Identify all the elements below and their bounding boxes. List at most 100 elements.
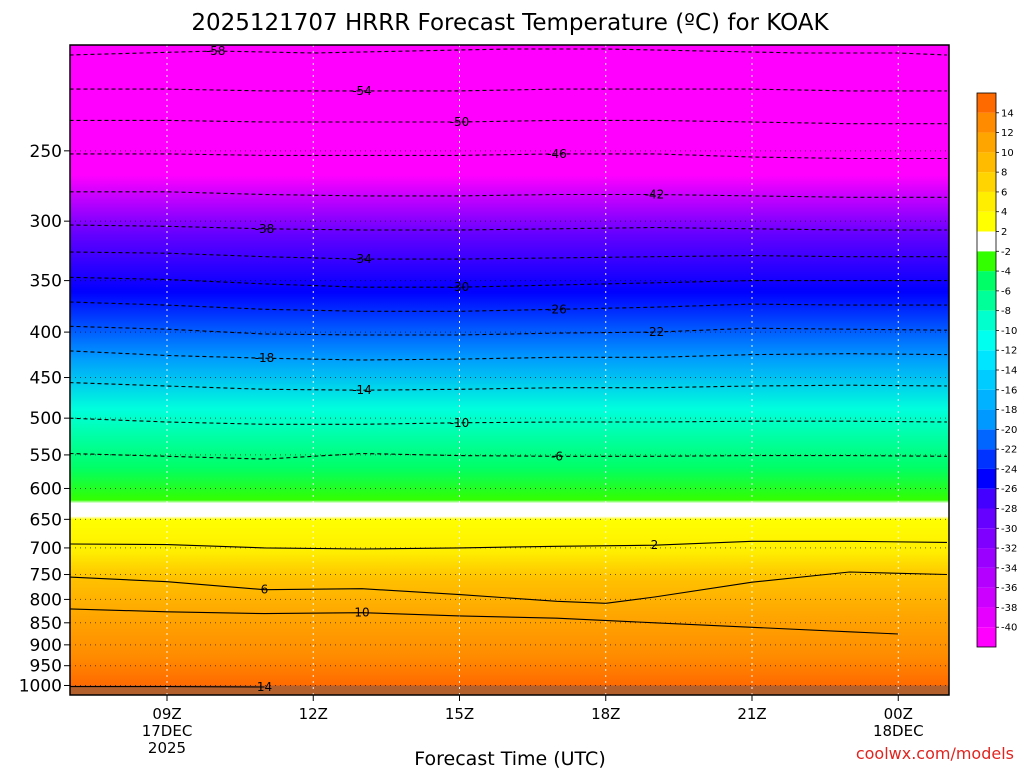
colorbar-swatch — [977, 350, 996, 370]
colorbar-swatch — [977, 370, 996, 390]
contour-label: 2 — [651, 538, 659, 552]
contour-label: -46 — [547, 147, 567, 161]
x-tick-label: 12Z — [299, 705, 328, 723]
y-tick-label: 500 — [30, 409, 62, 429]
colorbar-swatch — [977, 310, 996, 331]
contour-line — [69, 350, 948, 361]
temperature-field — [70, 45, 949, 695]
colorbar-label: -18 — [1001, 405, 1017, 416]
y-tick-label: 250 — [30, 142, 62, 162]
contour-line — [69, 251, 947, 260]
contour-lines: -58 -54 -50 -46 -42 -38 -34 -30 -26 -22 -18 -14 -10 -… — [69, 44, 948, 694]
colorbar-label: 8 — [1001, 168, 1007, 179]
colorbar-swatch — [977, 132, 996, 153]
colorbar-swatch — [977, 528, 996, 549]
contour-label: -30 — [450, 280, 470, 294]
contour-label: -22 — [645, 325, 665, 339]
y-tick-label: 800 — [30, 590, 62, 610]
colorbar-label: 6 — [1001, 187, 1007, 198]
y-tick-label: 350 — [30, 272, 62, 292]
colorbar-label: -40 — [1001, 623, 1017, 634]
colorbar-swatch — [977, 152, 996, 173]
y-tick-label: 550 — [30, 446, 62, 466]
colorbar-swatch — [977, 409, 996, 430]
y-tick-label: 600 — [30, 479, 62, 499]
y-axis-ticks: 2503003504004505005506006507007508008509… — [19, 142, 70, 696]
x-tick-label: 2025 — [148, 739, 186, 757]
colorbar-label: -6 — [1001, 286, 1011, 297]
colorbar-swatch — [977, 508, 996, 529]
contour-label: -50 — [450, 115, 470, 129]
colorbar-swatch — [977, 449, 996, 469]
grid-lines — [70, 45, 949, 695]
colorbar-swatch — [977, 587, 996, 608]
colorbar-swatch — [977, 488, 996, 509]
x-tick-label: 17DEC — [142, 722, 193, 740]
y-tick-label: 900 — [30, 636, 62, 656]
contour-line — [69, 276, 947, 288]
colorbar-swatch — [977, 468, 996, 489]
x-tick-label: 15Z — [445, 705, 474, 723]
contour-line — [69, 608, 899, 635]
colorbar-label: -22 — [1001, 445, 1017, 456]
colorbar-swatch — [977, 548, 996, 568]
contour-label: -26 — [547, 302, 567, 316]
contour-line — [69, 301, 947, 312]
colorbar-swatch — [977, 271, 996, 291]
x-tick-label: 00Z — [884, 705, 913, 723]
y-tick-label: 750 — [30, 566, 62, 586]
colorbar-label: 14 — [1001, 108, 1014, 119]
x-axis-label: Forecast Time (UTC) — [414, 748, 605, 768]
contour-label: -18 — [255, 351, 275, 365]
contour-line — [69, 153, 947, 160]
colorbar-swatch — [977, 627, 996, 647]
colorbar-label: 12 — [1001, 128, 1014, 139]
contour-line — [69, 571, 948, 604]
contour-line — [69, 540, 948, 550]
colorbar-label: -16 — [1001, 385, 1017, 396]
contour-line — [69, 191, 947, 198]
colorbar-swatch — [977, 290, 996, 311]
contour-line — [69, 119, 947, 125]
colorbar-label: 2 — [1001, 227, 1007, 238]
y-tick-label: 1000 — [19, 676, 62, 696]
colorbar-swatch — [977, 567, 996, 588]
contour-label: -42 — [645, 188, 665, 202]
contour-line — [69, 417, 948, 425]
y-tick-label: 850 — [30, 614, 62, 634]
contour-label: -6 — [551, 449, 563, 463]
colorbar-swatch — [977, 251, 996, 272]
contour-line — [69, 452, 948, 460]
colorbar-label: -20 — [1001, 425, 1017, 436]
contour-label: -34 — [352, 252, 372, 266]
colorbar-label: -2 — [1001, 247, 1011, 258]
colorbar-swatch — [977, 429, 996, 450]
contour-label: -54 — [352, 84, 372, 98]
contour-label: -58 — [206, 44, 226, 58]
colorbar-label: -8 — [1001, 306, 1011, 317]
contour-label: 6 — [261, 583, 269, 597]
chart-title: 2025121707 HRRR Forecast Temperature (ºC… — [191, 10, 829, 36]
colorbar-label: -14 — [1001, 366, 1017, 377]
colorbar-swatch — [977, 211, 996, 232]
colorbar-swatch — [977, 172, 996, 192]
colorbar-label: -10 — [1001, 326, 1017, 337]
colorbar-swatch — [977, 112, 996, 133]
contour-line — [69, 382, 948, 391]
colorbar-swatch — [977, 607, 996, 628]
colorbar-label: -30 — [1001, 524, 1017, 535]
colorbar-label: -34 — [1001, 563, 1017, 574]
y-tick-label: 300 — [30, 212, 62, 232]
x-tick-label: 09Z — [152, 705, 181, 723]
colorbar-swatch — [977, 93, 996, 113]
contour-line — [69, 88, 947, 92]
colorbar-label: -4 — [1001, 267, 1011, 278]
colorbar-label: 10 — [1001, 148, 1014, 159]
colorbar-label: -24 — [1001, 464, 1017, 475]
colorbar-label: -32 — [1001, 544, 1017, 555]
colorbar-label: -26 — [1001, 484, 1017, 495]
colorbar-label: -36 — [1001, 583, 1017, 594]
colorbar-swatch — [977, 231, 996, 252]
y-tick-label: 700 — [30, 539, 62, 559]
